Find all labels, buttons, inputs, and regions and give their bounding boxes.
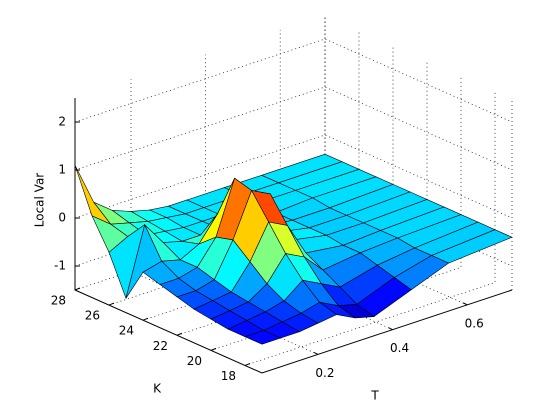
y-tick-label: 24 <box>119 324 134 338</box>
surface-patch <box>244 330 282 345</box>
x-axis-label: T <box>370 389 379 403</box>
z-tick-label: -1 <box>54 259 66 273</box>
surface-layer <box>74 153 513 345</box>
axes-layer: -1 0 1 2 18 20 22 24 26 28 0.2 0.4 0.6 <box>51 98 513 383</box>
y-tick-label: 20 <box>187 354 202 368</box>
x-tick <box>313 351 319 355</box>
x-tick-label: 0.2 <box>315 366 334 380</box>
y-tick <box>176 332 183 336</box>
x-tick-label: 0.6 <box>465 316 484 330</box>
y-tick-label: 18 <box>221 369 236 383</box>
y-tick-label: 22 <box>153 339 168 353</box>
y-tick <box>210 347 217 351</box>
z-tick-label: 0 <box>58 211 66 225</box>
y-tick <box>244 362 251 366</box>
z-axis-label: Local Var <box>33 173 47 228</box>
z-tick-label: 2 <box>58 115 66 129</box>
x-tick <box>388 327 393 331</box>
y-tick <box>142 317 149 321</box>
y-axis-label: K <box>153 382 162 396</box>
z-tick-label: 1 <box>58 163 66 177</box>
y-tick <box>108 302 115 306</box>
x-tick-label: 0.4 <box>390 341 409 355</box>
y-tick-label: 28 <box>51 294 66 308</box>
x-tick <box>463 302 468 306</box>
axis-line <box>74 98 513 374</box>
y-tick <box>74 287 81 291</box>
y-tick-label: 26 <box>85 309 100 323</box>
